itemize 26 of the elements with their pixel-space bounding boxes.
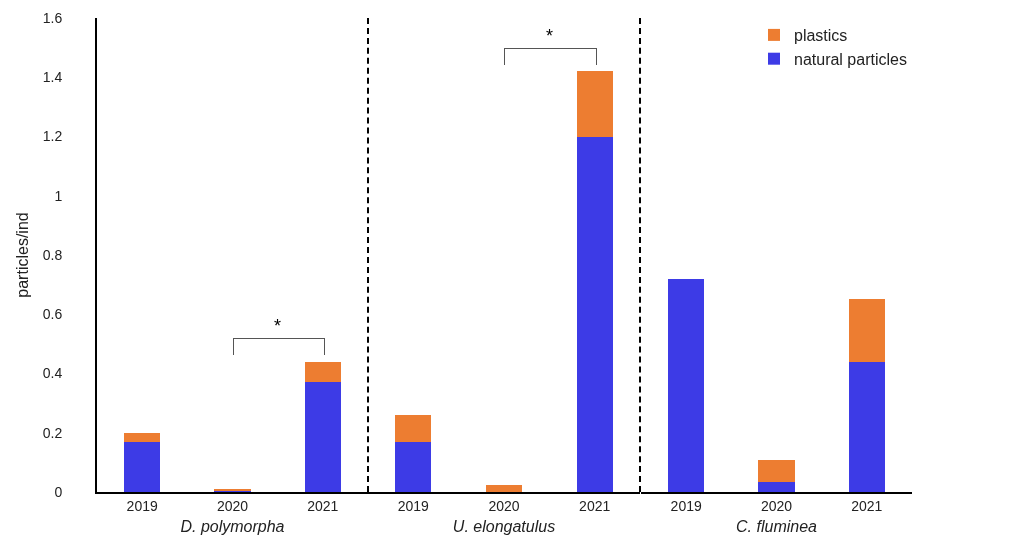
y-tick-label: 1.6 [42,9,63,26]
y-axis-title: particles/ind [14,212,32,298]
x-tick-label: 2019 [126,497,158,514]
legend-label: plastics [794,27,848,45]
x-tick-label: 2020 [760,497,793,514]
y-tick-label: 1.2 [42,128,63,145]
x-axis-title: U. elongatulus [452,518,556,535]
y-tick-label: 1 [54,187,63,204]
x-tick-label: 2019 [397,497,430,514]
annotation: * [274,316,282,336]
x-tick-label: 2019 [670,497,702,514]
y-tick-label: 1.4 [42,69,63,86]
x-tick-label: 2020 [488,497,520,514]
x-tick-label: 2021 [579,497,611,514]
x-axis-title: D. polymorpha [180,518,285,535]
y-tick-label: 0.6 [42,306,63,323]
x-axis-title: C. fluminea [736,518,818,535]
x-tick-label: 2021 [851,497,883,514]
y-tick-label: 0.4 [42,365,63,382]
y-tick-label: 0.8 [42,246,63,263]
legend-label: natural particles [794,50,907,68]
annotation: * [546,26,554,46]
x-tick-label: 2020 [216,497,249,514]
y-tick-label: 0 [54,483,63,500]
y-tick-label: 0.2 [42,424,63,441]
x-tick-label: 2021 [307,497,339,514]
